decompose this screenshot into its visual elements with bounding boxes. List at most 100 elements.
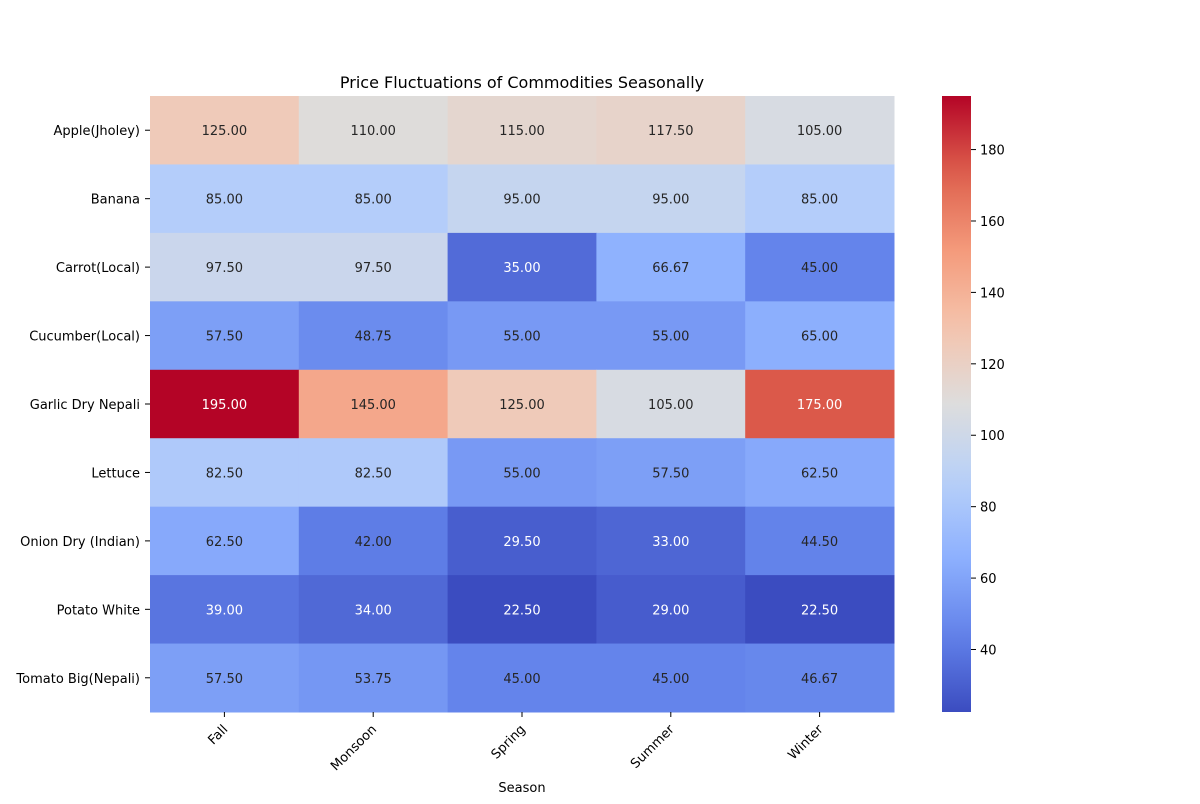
heatmap-cell xyxy=(150,164,300,234)
heatmap-cell xyxy=(745,164,895,234)
cell-value-label: 115.00 xyxy=(499,124,545,139)
cell-value-label: 42.00 xyxy=(355,535,392,550)
cell-value-label: 105.00 xyxy=(797,124,843,139)
heatmap-cell xyxy=(447,301,597,371)
colorbar-tick-label: 140 xyxy=(980,286,1005,301)
heatmap-cell xyxy=(596,575,746,645)
cell-value-label: 33.00 xyxy=(652,535,689,550)
heatmap-cell xyxy=(447,164,597,234)
cell-value-label: 44.50 xyxy=(801,535,838,550)
x-tick-label: Fall xyxy=(205,722,231,748)
heatmap-cell xyxy=(150,96,300,165)
cell-value-label: 55.00 xyxy=(503,466,540,481)
colorbar: 40 60 80 100 120 140 160 180 xyxy=(942,96,1005,712)
y-tick-label: Potato White xyxy=(57,603,140,618)
heatmap-cell xyxy=(745,643,895,713)
x-axis-label: Season xyxy=(498,781,545,796)
x-tick-label: Spring xyxy=(489,722,529,762)
cell-value-label: 45.00 xyxy=(503,672,540,687)
heatmap-cell xyxy=(298,96,449,165)
heatmap-cell xyxy=(447,643,597,713)
heatmap-cell xyxy=(596,301,746,371)
chart-title: Price Fluctuations of Commodities Season… xyxy=(340,73,704,92)
cell-value-label: 48.75 xyxy=(355,330,392,345)
heatmap-cell xyxy=(298,164,449,234)
cell-value-label: 57.50 xyxy=(206,330,243,345)
y-tick-label: Garlic Dry Nepali xyxy=(30,398,140,413)
heatmap-cell xyxy=(298,643,449,713)
heatmap-cell xyxy=(447,232,597,302)
cell-value-label: 125.00 xyxy=(202,124,248,139)
cell-value-label: 22.50 xyxy=(503,603,540,618)
cell-value-label: 57.50 xyxy=(206,672,243,687)
cell-value-label: 82.50 xyxy=(355,466,392,481)
colorbar-tick-label: 40 xyxy=(980,644,997,659)
cell-value-label: 85.00 xyxy=(355,193,392,208)
heatmap-cell xyxy=(298,232,449,302)
heatmap-cell xyxy=(745,438,895,508)
cell-value-label: 22.50 xyxy=(801,603,838,618)
heatmap-cell xyxy=(447,96,597,165)
heatmap-cell xyxy=(745,301,895,371)
colorbar-tick-label: 80 xyxy=(980,501,997,516)
y-tick-label: Tomato Big(Nepali) xyxy=(15,672,140,687)
heatmap-cell xyxy=(298,438,449,508)
y-tick-label: Cucumber(Local) xyxy=(29,330,140,345)
y-tick-label: Apple(Jholey) xyxy=(54,124,140,139)
cell-value-label: 45.00 xyxy=(652,672,689,687)
cell-value-label: 145.00 xyxy=(350,398,396,413)
heatmap-cell xyxy=(150,369,300,439)
heatmap-cell xyxy=(745,232,895,302)
cell-value-label: 97.50 xyxy=(355,261,392,276)
heatmap-cell xyxy=(447,369,597,439)
cell-value-label: 39.00 xyxy=(206,603,243,618)
heatmap-cell xyxy=(745,575,895,645)
heatmap-cell xyxy=(298,301,449,371)
x-tick-label: Winter xyxy=(786,722,827,763)
cell-value-label: 29.00 xyxy=(652,603,689,618)
cell-value-label: 62.50 xyxy=(206,535,243,550)
heatmap-cell xyxy=(596,164,746,234)
cell-value-label: 95.00 xyxy=(503,193,540,208)
y-tick-label: Lettuce xyxy=(91,466,140,481)
x-axis-ticks: Fall Monsoon Spring Summer Winter xyxy=(205,712,827,774)
cell-value-label: 45.00 xyxy=(801,261,838,276)
heatmap-cell xyxy=(150,575,300,645)
heatmap-cell xyxy=(596,506,746,576)
heatmap-cells xyxy=(150,96,895,713)
cell-value-label: 53.75 xyxy=(355,672,392,687)
heatmap-cell xyxy=(745,96,895,165)
cell-value-label: 34.00 xyxy=(355,603,392,618)
cell-value-label: 62.50 xyxy=(801,466,838,481)
cell-value-label: 55.00 xyxy=(652,330,689,345)
heatmap-cell xyxy=(596,96,746,165)
colorbar-tick-label: 180 xyxy=(980,144,1005,159)
cell-value-label: 55.00 xyxy=(503,330,540,345)
heatmap-cell xyxy=(447,575,597,645)
heatmap-cell xyxy=(150,438,300,508)
heatmap-cell xyxy=(596,643,746,713)
x-tick-label: Monsoon xyxy=(328,722,380,774)
cell-value-label: 85.00 xyxy=(206,193,243,208)
y-tick-label: Banana xyxy=(91,193,140,208)
heatmap-cell xyxy=(298,506,449,576)
cell-value-label: 82.50 xyxy=(206,466,243,481)
x-tick-label: Summer xyxy=(628,722,678,772)
cell-value-label: 65.00 xyxy=(801,330,838,345)
cell-value-label: 85.00 xyxy=(801,193,838,208)
heatmap-cell xyxy=(745,369,895,439)
cell-value-label: 35.00 xyxy=(503,261,540,276)
cell-value-label: 117.50 xyxy=(648,124,694,139)
cell-value-label: 105.00 xyxy=(648,398,694,413)
colorbar-gradient xyxy=(942,96,971,712)
heatmap-cell xyxy=(745,506,895,576)
heatmap-cell xyxy=(447,438,597,508)
cell-value-label: 95.00 xyxy=(652,193,689,208)
heatmap-cell xyxy=(447,506,597,576)
heatmap-cell xyxy=(596,369,746,439)
cell-value-label: 97.50 xyxy=(206,261,243,276)
heatmap-cell xyxy=(150,643,300,713)
heatmap-cell xyxy=(150,301,300,371)
y-tick-label: Onion Dry (Indian) xyxy=(20,535,140,550)
